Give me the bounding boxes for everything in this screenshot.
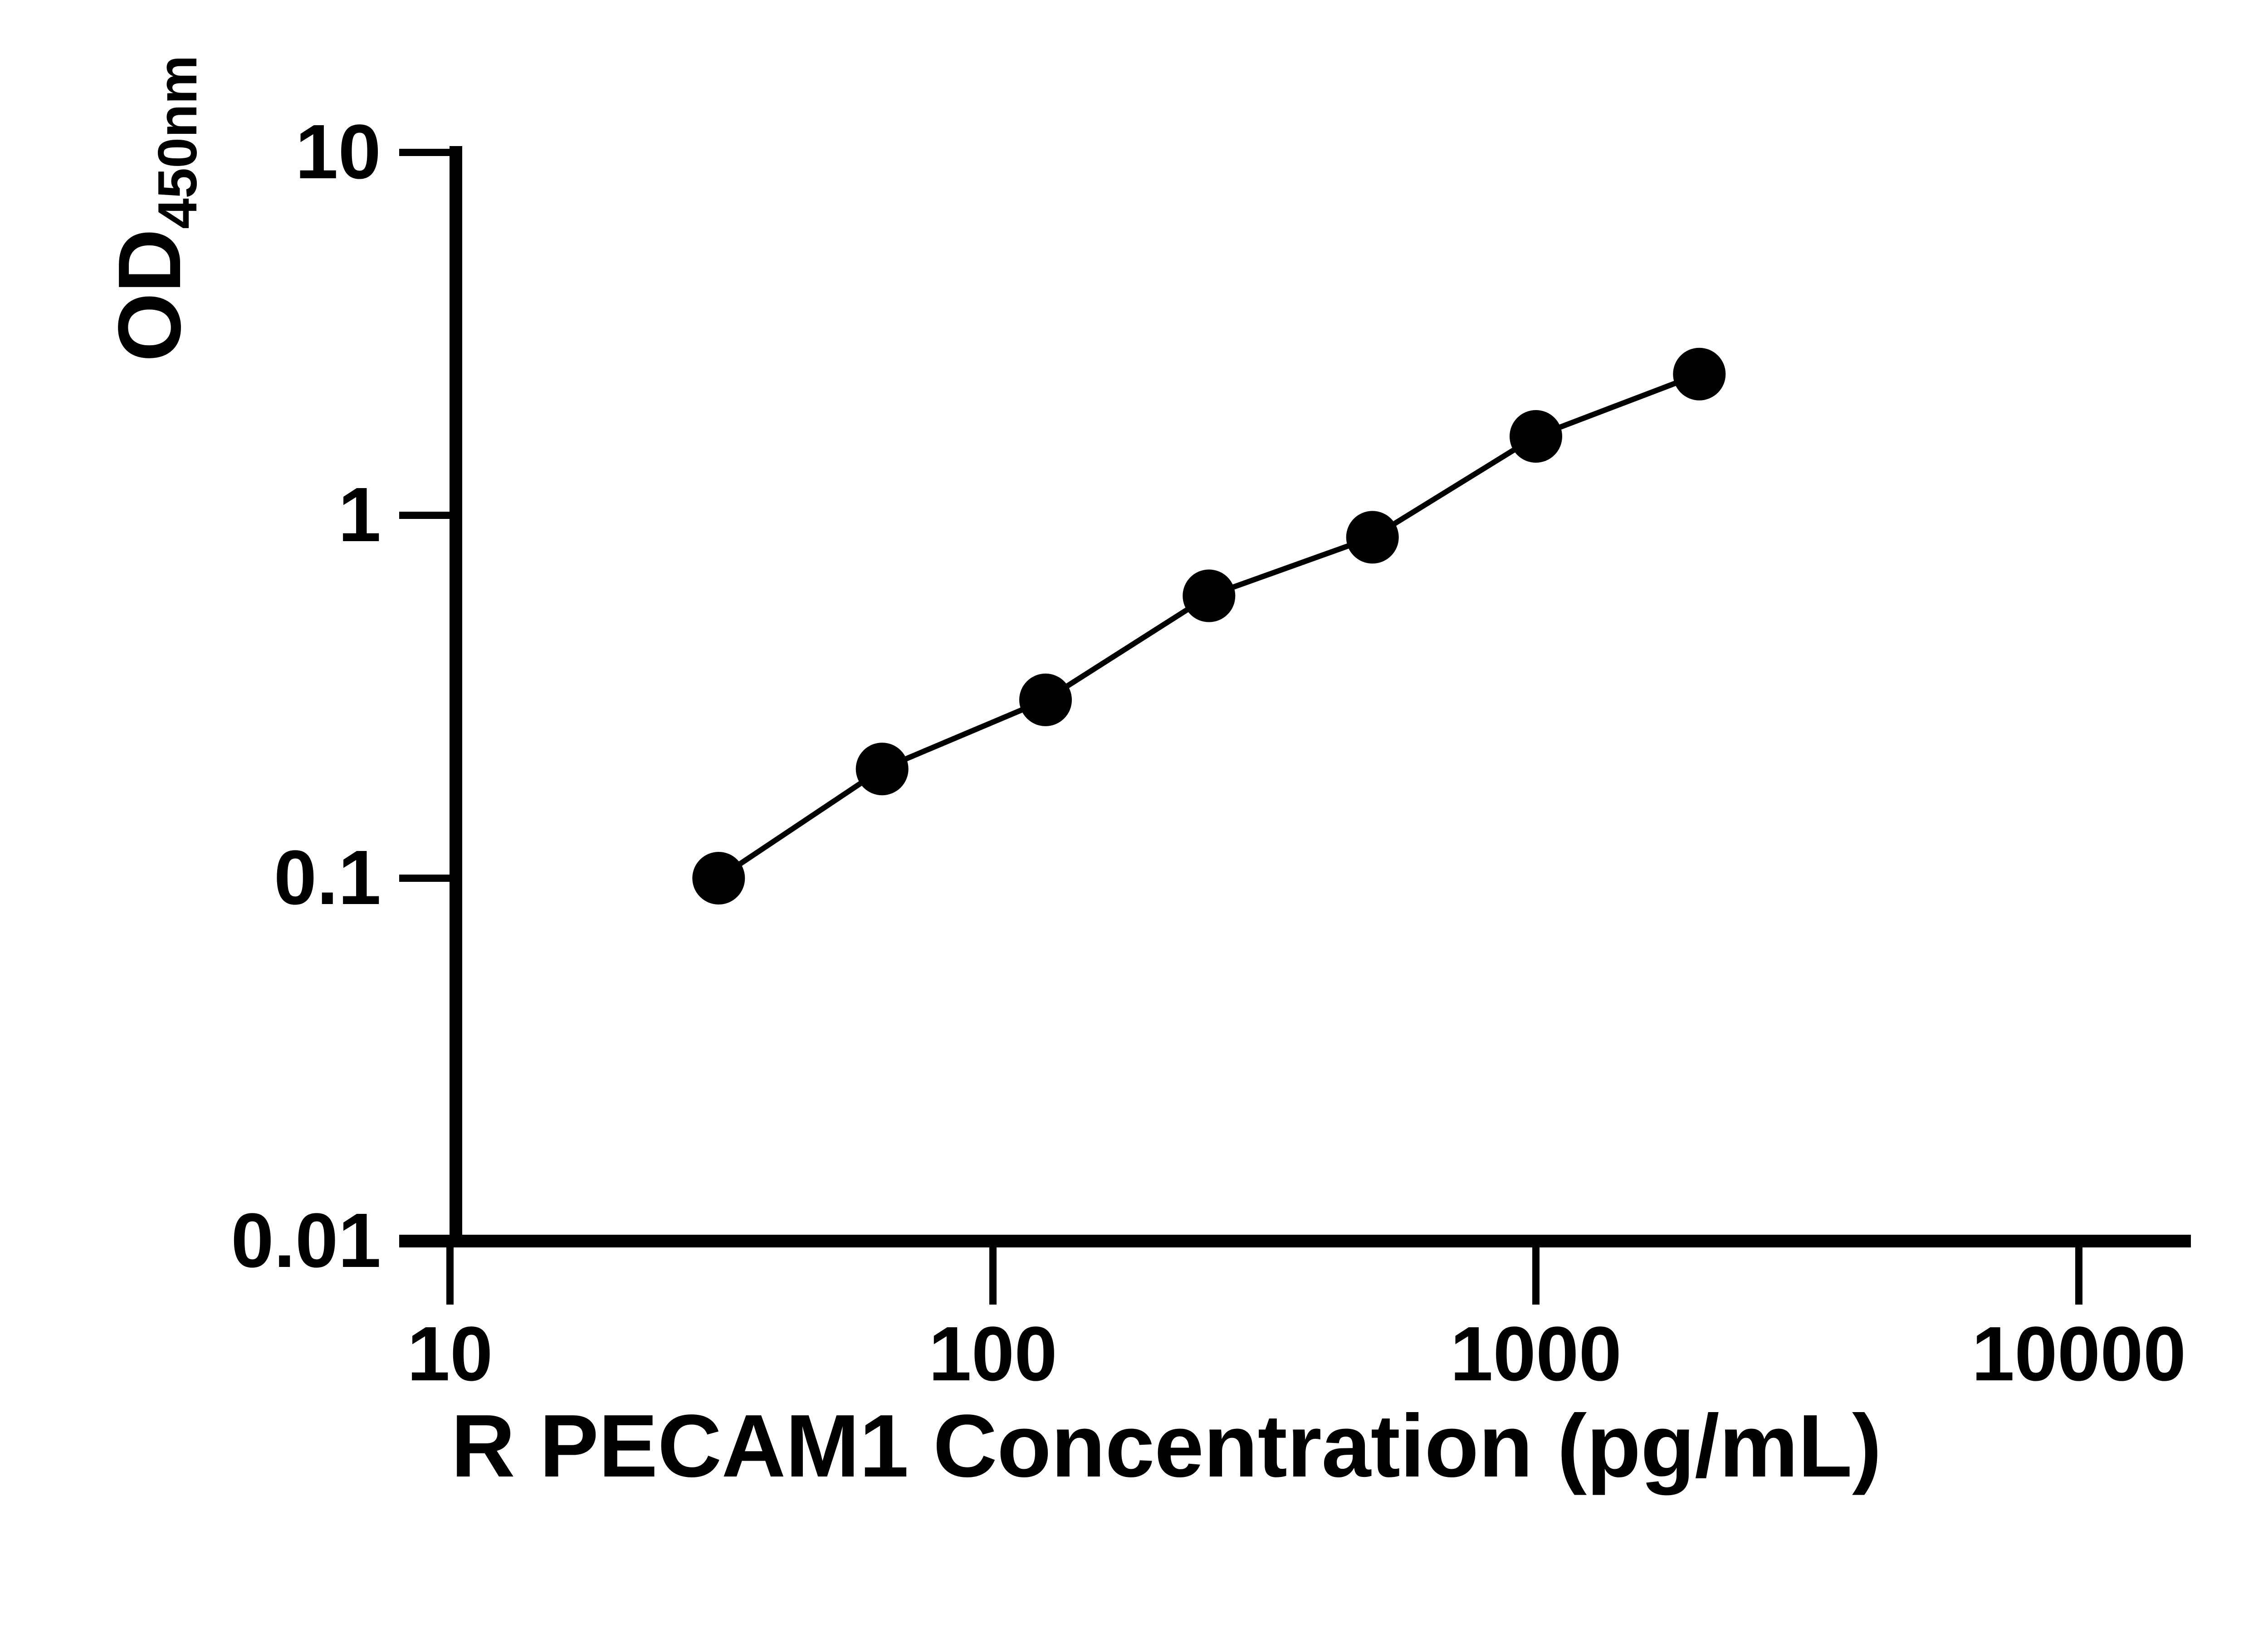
x-tick-label-1000: 1000 <box>1450 1311 1622 1397</box>
y-tick-label-10: 10 <box>295 109 381 195</box>
data-point <box>1510 410 1562 463</box>
y-tick-label-1: 1 <box>338 472 381 558</box>
data-markers <box>692 347 1726 905</box>
x-tick-label-100: 100 <box>929 1311 1057 1397</box>
x-tick-label-10000: 10000 <box>1971 1311 2186 1397</box>
y-axis-title-base: OD <box>100 229 199 362</box>
data-point <box>1346 511 1399 564</box>
y-tick-label-0-1: 0.1 <box>274 835 381 921</box>
x-axis-title: R PECAM1 Concentration (pg/mL) <box>451 1396 1882 1496</box>
y-tick-label-0-01: 0.01 <box>231 1198 381 1284</box>
data-point <box>1183 569 1236 622</box>
data-point <box>855 743 909 796</box>
y-axis-title-subscript: 450nm <box>147 55 209 229</box>
data-point <box>1019 673 1072 726</box>
y-axis-title: OD450nm <box>91 0 209 753</box>
x-tick-label-10: 10 <box>407 1311 493 1397</box>
data-point <box>692 852 745 905</box>
data-point <box>1673 347 1726 401</box>
